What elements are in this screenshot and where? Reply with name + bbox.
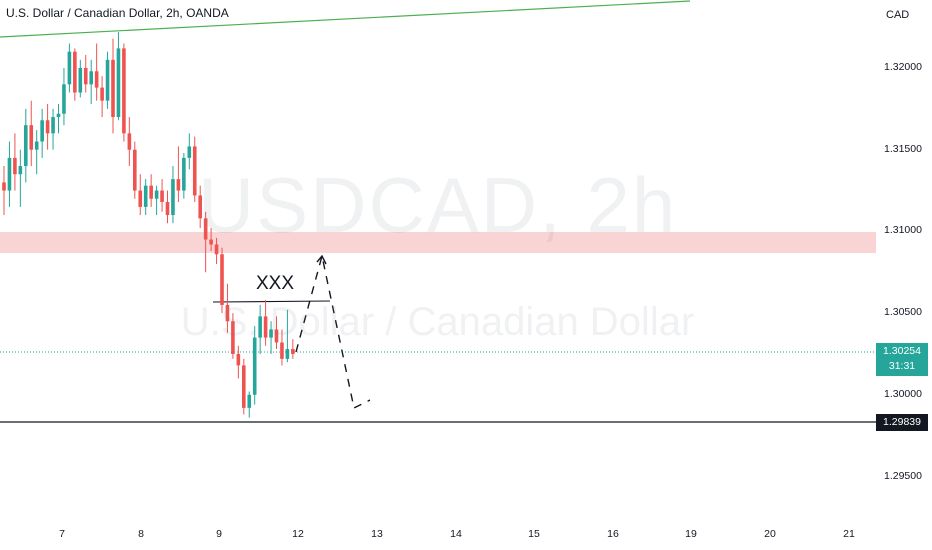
candle-body bbox=[24, 125, 28, 167]
candle-body bbox=[165, 201, 170, 216]
current-price-badge: 1.30254 31:31 bbox=[876, 343, 928, 376]
candle-body bbox=[236, 353, 241, 366]
candle-body bbox=[209, 239, 213, 245]
trendline[interactable] bbox=[0, 0, 691, 38]
candle-body bbox=[242, 365, 246, 408]
candle-body bbox=[225, 304, 230, 322]
bar-countdown: 31:31 bbox=[888, 360, 916, 372]
chart-title: U.S. Dollar / Canadian Dollar, 2h, OANDA bbox=[6, 6, 229, 20]
candle-body bbox=[111, 59, 115, 118]
candle-body bbox=[231, 321, 235, 354]
candle-body bbox=[29, 125, 34, 150]
x-tick: 19 bbox=[685, 528, 697, 540]
y-tick: 1.31500 bbox=[884, 143, 922, 155]
candle-body bbox=[143, 185, 148, 207]
candle-body bbox=[45, 120, 50, 134]
x-tick: 14 bbox=[450, 528, 462, 540]
x-tick: 20 bbox=[764, 528, 776, 540]
candle-body bbox=[220, 254, 224, 305]
candle-body bbox=[263, 316, 268, 338]
candle-body bbox=[133, 149, 137, 191]
x-tick: 12 bbox=[292, 528, 304, 540]
candle-body bbox=[258, 316, 262, 338]
y-tick: 1.31000 bbox=[884, 224, 922, 236]
candle-body bbox=[7, 157, 12, 191]
candle-body bbox=[105, 59, 110, 101]
candle-body bbox=[73, 51, 77, 93]
candle-body bbox=[34, 141, 39, 150]
candle-body bbox=[2, 182, 6, 191]
candle-body bbox=[252, 337, 257, 395]
y-tick: 1.30000 bbox=[884, 388, 922, 400]
watermark-symbol: USDCAD, 2h bbox=[197, 161, 678, 249]
candle-body bbox=[122, 48, 126, 134]
candle-body bbox=[187, 146, 192, 158]
x-tick: 9 bbox=[216, 528, 222, 540]
x-tick: 8 bbox=[138, 528, 144, 540]
candle-body bbox=[274, 329, 279, 343]
candle-body bbox=[94, 71, 99, 88]
candle-body bbox=[149, 185, 153, 199]
candle-body bbox=[285, 349, 290, 359]
currency-label: CAD bbox=[886, 9, 910, 21]
projected-arrow-head bbox=[316, 254, 327, 265]
candle-body bbox=[214, 244, 219, 255]
candle-body bbox=[247, 394, 252, 408]
candle-body bbox=[51, 117, 55, 134]
candle-body bbox=[116, 48, 121, 118]
candle-body bbox=[192, 146, 197, 196]
candle-body bbox=[198, 195, 202, 219]
candle-body bbox=[154, 190, 159, 199]
support-level-badge: 1.29839 bbox=[876, 414, 928, 431]
candle-body bbox=[291, 349, 295, 354]
candles-group bbox=[2, 32, 295, 418]
x-tick: 21 bbox=[843, 528, 855, 540]
y-tick: 1.29500 bbox=[884, 470, 922, 482]
candle-body bbox=[62, 84, 66, 114]
candle-body bbox=[67, 51, 72, 85]
candle-body bbox=[160, 190, 164, 202]
horizontal-ray[interactable] bbox=[212, 300, 331, 303]
current-price-value: 1.30254 bbox=[883, 345, 921, 357]
candle-body bbox=[83, 68, 88, 85]
candle-body bbox=[40, 120, 44, 142]
candle-body bbox=[78, 68, 83, 93]
candle-body bbox=[269, 329, 273, 338]
candle-body bbox=[176, 179, 181, 191]
candle-body bbox=[89, 71, 93, 85]
candle-body bbox=[13, 157, 17, 175]
candle-body bbox=[203, 218, 208, 240]
x-tick: 13 bbox=[371, 528, 383, 540]
watermark-name: U.S. Dollar / Canadian Dollar bbox=[180, 300, 695, 344]
candle-body bbox=[280, 342, 284, 359]
candle-body bbox=[18, 166, 23, 175]
projected-path[interactable] bbox=[295, 255, 371, 410]
x-tick: 16 bbox=[607, 528, 619, 540]
candle-body bbox=[182, 157, 186, 191]
candle-body bbox=[127, 133, 132, 150]
candle-body bbox=[56, 113, 61, 118]
resistance-zone bbox=[0, 232, 876, 253]
x-tick: 15 bbox=[528, 528, 540, 540]
annotation-label[interactable]: XXX bbox=[256, 273, 295, 294]
y-tick: 1.32000 bbox=[884, 61, 922, 73]
candle-body bbox=[100, 87, 104, 101]
candle-body bbox=[171, 179, 175, 216]
candle-body bbox=[138, 190, 143, 207]
x-tick: 7 bbox=[59, 528, 65, 540]
y-tick: 1.30500 bbox=[884, 306, 922, 318]
